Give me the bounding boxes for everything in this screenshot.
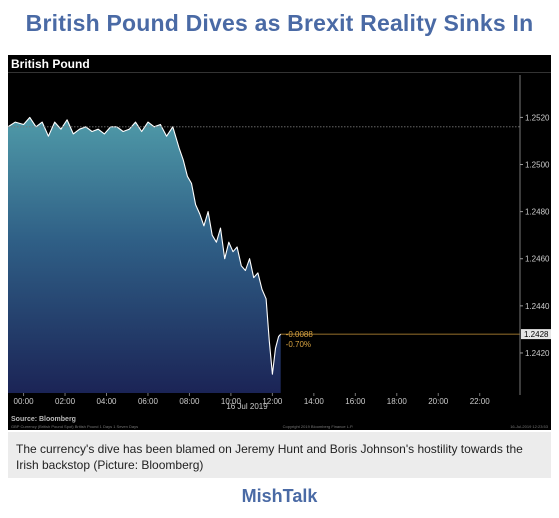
x-tick-label: 10:00 (221, 397, 242, 406)
footer-right: 16-Jul-2019 12:23:53 (510, 424, 549, 429)
x-tick-label: 16:00 (345, 397, 366, 406)
y-tick-label: 1.2480 (525, 208, 550, 217)
y-tick-label: 1.2420 (525, 349, 550, 358)
x-tick-label: 08:00 (179, 397, 200, 406)
source-label: Source: Bloomberg (11, 416, 76, 423)
date-label: 16 Jul 2019 (226, 402, 268, 411)
caption: The currency's dive has been blamed on J… (16, 442, 523, 472)
x-tick-label: 06:00 (138, 397, 159, 406)
change-abs-label: -0.0088 (286, 330, 314, 339)
footer-center: Copyright 2019 Bloomberg Finance L.P. (283, 424, 354, 429)
chart-frame: British Pound 1.2428 -0.0088 -0.70% 00:00 0… (8, 55, 551, 430)
footer-left: GBP Currency (British Pound Spot) Britis… (11, 424, 138, 429)
price-line (8, 116, 282, 375)
title-divider (8, 72, 551, 73)
y-tick-label: 1.2440 (525, 302, 550, 311)
x-tick-label: 00:00 (14, 397, 35, 406)
y-tick-label: 1.2520 (525, 113, 550, 122)
x-tick-label: 20:00 (428, 397, 449, 406)
caption-box: The currency's dive has been blamed on J… (8, 432, 551, 478)
last-value-box (521, 329, 551, 340)
x-tick-label: 18:00 (387, 397, 408, 406)
x-tick-label: 04:00 (96, 397, 117, 406)
x-tick-label: 14:00 (304, 397, 325, 406)
x-axis: 00:00 02:00 04:00 06:00 08:00 10:00 12:00 14:00… (14, 393, 491, 406)
plot-area: 1.2428 -0.0088-0.70% (8, 116, 551, 394)
y-axis: 1.2520 1.2500 1.2480 1.2460 1.2440 1.2420 (519, 75, 550, 395)
chart-title: British Pound (11, 57, 90, 71)
y-tick-label: 1.2500 (525, 161, 550, 170)
x-tick-label: 12:00 (262, 397, 283, 406)
price-chart: British Pound 1.2428-0.0088-0.70% 00:00 0… (8, 55, 551, 430)
headline: British Pound Dives as Brexit Reality Si… (25, 10, 534, 36)
change-pct-label: -0.70% (286, 340, 311, 349)
x-tick-label: 22:00 (470, 397, 491, 406)
x-tick-label: 02:00 (55, 397, 76, 406)
brand-name[interactable]: MishTalk (241, 486, 318, 506)
y-tick-label: 1.2460 (525, 255, 550, 264)
last-value-label: 1.2428 (524, 330, 549, 339)
price-area (8, 117, 281, 394)
